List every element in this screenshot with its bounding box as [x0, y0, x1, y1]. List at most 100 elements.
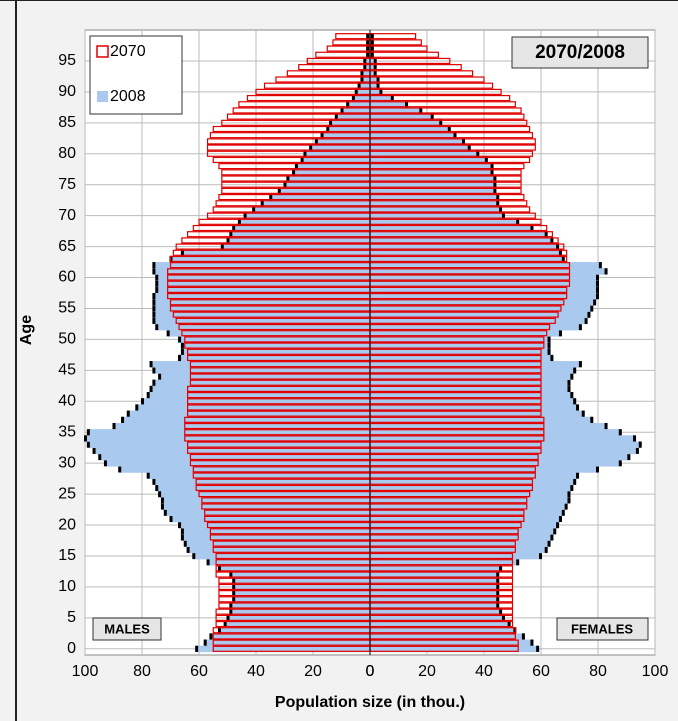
bar-edge [286, 175, 290, 182]
bar-edge [373, 57, 377, 65]
bar-2008 [347, 101, 370, 108]
bar-edge [229, 571, 233, 578]
bar-2008 [370, 422, 607, 430]
bar-edge [178, 336, 182, 343]
bar-edge [496, 577, 500, 584]
bar-edge [152, 478, 156, 485]
bar-edge [163, 509, 167, 516]
bar-2008 [370, 590, 499, 597]
bar-2008 [167, 330, 370, 337]
bar-edge [232, 224, 236, 232]
bar-2008 [370, 323, 581, 331]
bar-edge [180, 528, 184, 535]
bar-edge [496, 596, 500, 603]
bar-2008 [370, 466, 598, 473]
y-tick-label: 45 [58, 362, 76, 379]
bar-edge [596, 466, 599, 473]
bar-edge [158, 373, 162, 380]
bar-edge [86, 429, 90, 436]
bar-2008 [181, 249, 370, 257]
bar-2008 [352, 94, 370, 102]
bar-edge [370, 45, 374, 52]
bar-2008 [370, 243, 559, 250]
bar-edge [169, 515, 173, 522]
bar-2008 [87, 441, 370, 448]
bar-2008 [370, 435, 636, 442]
y-tick-label: 5 [67, 609, 76, 626]
bar-2008 [153, 292, 370, 300]
bar-2008 [370, 460, 621, 467]
bar-edge [360, 76, 364, 83]
bar-edge [252, 206, 256, 213]
bar-edge [186, 546, 190, 553]
females-label: FEMALES [571, 621, 633, 636]
bar-edge [550, 354, 554, 362]
legend-swatch [97, 91, 108, 102]
bar-edge [237, 218, 241, 225]
y-tick-label: 65 [58, 238, 76, 255]
bar-2008 [221, 243, 370, 250]
males-box [92, 617, 162, 641]
bar-edge [152, 292, 156, 300]
bar-2008 [370, 169, 493, 176]
bar-2008 [233, 577, 370, 585]
bar-2008 [370, 76, 379, 83]
legend-swatch [96, 45, 109, 58]
bar-edge [638, 441, 642, 448]
bar-edge [340, 107, 344, 114]
bar-2008 [370, 385, 570, 393]
bar-edge [152, 268, 156, 275]
bar-2008 [127, 410, 370, 418]
bar-2008 [370, 231, 547, 238]
bar-2008 [179, 521, 370, 529]
bar-2008 [153, 317, 370, 325]
bar-edge [229, 608, 233, 615]
bar-edge [220, 243, 224, 250]
bar-edge [192, 552, 196, 560]
bar-2008 [370, 559, 519, 566]
bar-2008 [156, 323, 370, 331]
bar-edge [530, 639, 534, 646]
bar-2008 [204, 639, 370, 647]
bar-2008 [230, 571, 370, 578]
bar-2008 [370, 57, 376, 65]
bar-2008 [370, 330, 561, 337]
bar-2008 [370, 64, 376, 71]
bar-2008 [287, 175, 370, 182]
bar-edge [260, 200, 264, 207]
x-tick-label: 20 [418, 663, 436, 680]
bar-edge [354, 88, 358, 95]
bar-edge [516, 218, 520, 225]
bar-2008 [153, 478, 370, 486]
bar-edge [561, 509, 565, 516]
bar-2008 [181, 528, 370, 535]
bar-2008 [370, 255, 564, 263]
bar-2008 [218, 565, 370, 572]
bar-edge [152, 305, 156, 312]
bar-2008 [364, 64, 370, 71]
bar-2008 [364, 57, 370, 65]
bar-2008 [370, 392, 573, 399]
bar-edge [103, 460, 107, 467]
title-box [511, 36, 649, 69]
bar-2008 [181, 342, 370, 349]
bar-2008 [370, 187, 496, 195]
bar-2008 [181, 534, 370, 541]
bar-2008 [370, 107, 422, 114]
x-tick-label: 100 [72, 663, 99, 680]
bar-2008 [370, 521, 559, 529]
bar-edge [92, 447, 96, 454]
bar-2008 [253, 206, 370, 213]
bar-edge [203, 639, 207, 646]
bar-edge [84, 435, 87, 442]
bar-2008 [370, 367, 576, 374]
x-tick-label: 40 [247, 663, 265, 680]
bar-edge [300, 156, 304, 164]
bar-2008 [159, 373, 370, 380]
bar-edge [618, 460, 622, 467]
bar-2008 [370, 88, 382, 96]
bar-2008 [227, 614, 370, 622]
bar-2008 [370, 175, 496, 182]
bar-edge [98, 453, 102, 461]
bar-edge [544, 546, 548, 553]
